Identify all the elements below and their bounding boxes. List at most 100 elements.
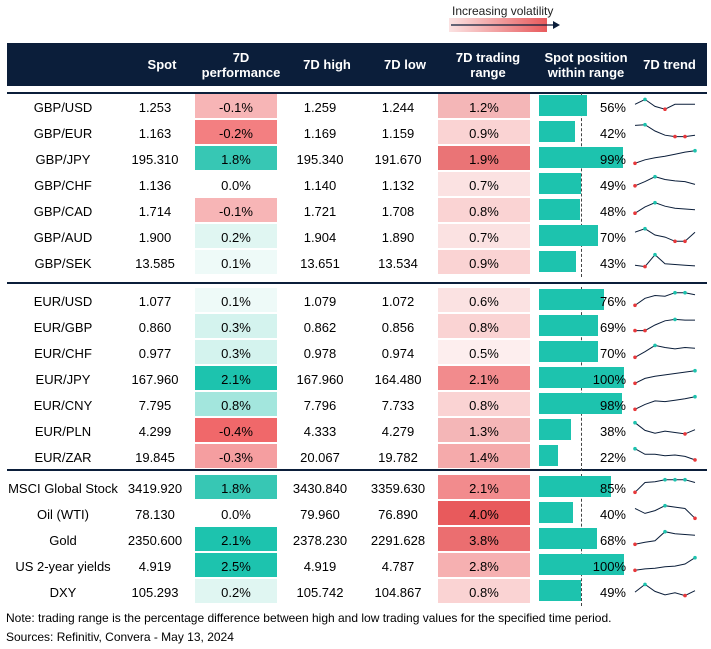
trend-low-marker [643, 264, 647, 269]
spot-value: 167.960 [131, 372, 179, 387]
range-value: 4.0% [469, 507, 499, 522]
high-value: 1.259 [303, 100, 337, 115]
range-value: 0.8% [469, 204, 499, 219]
spot-value: 1.163 [138, 126, 172, 141]
position-value: 43% [599, 256, 626, 271]
trend-line [634, 583, 696, 597]
range-value: 0.9% [469, 256, 499, 271]
high-value: 79.960 [300, 507, 340, 522]
spot-value: 13.585 [135, 256, 175, 271]
row-label: EUR/USD [33, 294, 93, 309]
trend-line [634, 422, 696, 435]
row-label: EUR/CHF [34, 346, 92, 361]
trend-sparkline [633, 420, 696, 436]
range-heat-cell [438, 392, 530, 416]
high-value: 7.796 [303, 398, 337, 413]
header-7d-trading-range: 7D trading range [455, 49, 521, 80]
position-bar [539, 315, 598, 336]
range-heat-cell [438, 501, 530, 525]
trend-sparkline [634, 582, 696, 598]
trend-high-marker [663, 477, 667, 482]
range-heat-cell [438, 527, 530, 551]
row-label: EUR/GBP [33, 320, 93, 335]
low-value: 0.856 [381, 320, 415, 335]
trend-line [634, 202, 696, 214]
range-heat-cell [438, 146, 530, 170]
trend-high-marker [643, 226, 647, 231]
low-value: 2291.628 [370, 533, 426, 548]
trend-low-marker [673, 134, 677, 139]
performance-value: -0.2% [219, 126, 253, 141]
low-value: 104.867 [374, 585, 422, 600]
position-bar [539, 476, 611, 497]
performance-value: 0.0% [221, 178, 251, 193]
position-bar [539, 173, 581, 194]
performance-heat-cell [195, 444, 277, 468]
row-label: GBP/USD [33, 100, 93, 115]
row-label: EUR/ZAR [34, 450, 92, 465]
performance-value: 0.2% [221, 585, 251, 600]
range-value: 0.7% [469, 178, 499, 193]
range-heat-cell [438, 224, 530, 248]
header-7d-performance: 7D performance [201, 49, 281, 80]
trend-sparkline [634, 122, 696, 139]
range-value: 0.8% [469, 585, 499, 600]
trend-line [634, 124, 696, 138]
position-bar [539, 121, 575, 142]
trend-low-marker [633, 407, 637, 412]
low-value: 4.279 [381, 424, 415, 439]
trend-line [634, 150, 696, 164]
trend-sparkline [633, 317, 695, 333]
position-value: 40% [599, 507, 626, 522]
high-value: 4.333 [303, 424, 337, 439]
position-value: 70% [599, 346, 626, 361]
spot-value: 7.795 [138, 398, 172, 413]
trend-sparkline [634, 97, 695, 111]
performance-value: 0.8% [221, 398, 251, 413]
performance-heat-cell [195, 94, 277, 118]
spot-value: 19.845 [135, 450, 175, 465]
trend-low-marker [673, 239, 677, 244]
trend-high-marker [653, 200, 657, 205]
high-value: 1.140 [303, 178, 337, 193]
range-value: 0.8% [469, 320, 499, 335]
group-separator [7, 92, 707, 94]
trend-low-marker [633, 542, 637, 547]
group-separator [7, 282, 707, 284]
low-value: 1.708 [381, 204, 415, 219]
row-label: EUR/CNY [33, 398, 93, 413]
range-value: 2.1% [469, 481, 499, 496]
trend-low-marker [693, 458, 697, 462]
trend-sparkline [633, 368, 697, 386]
range-value: 2.8% [469, 559, 499, 574]
position-value: 49% [599, 585, 626, 600]
trend-line [634, 344, 696, 358]
position-bar [539, 199, 580, 220]
low-value: 13.534 [378, 256, 418, 271]
performance-heat-cell [195, 146, 277, 170]
performance-heat-cell [195, 340, 277, 364]
trend-sparkline [633, 200, 696, 215]
performance-value: 0.2% [221, 230, 251, 245]
spot-value: 78.130 [135, 507, 175, 522]
range-value: 0.8% [469, 398, 499, 413]
performance-value: 0.1% [221, 256, 251, 271]
range-value: 2.1% [469, 372, 499, 387]
high-value: 195.340 [296, 152, 344, 167]
row-label: GBP/CHF [34, 178, 92, 193]
trend-low-marker [633, 355, 637, 360]
spot-value: 4.919 [138, 559, 172, 574]
performance-value: 0.1% [221, 294, 251, 309]
trend-low-marker [633, 381, 637, 386]
trend-sparkline [633, 477, 696, 495]
position-bar [539, 341, 598, 362]
trend-low-marker [633, 161, 637, 166]
position-bar [539, 251, 576, 272]
trend-high-marker [663, 529, 667, 534]
trend-sparkline [633, 343, 696, 360]
range-heat-cell [438, 418, 530, 442]
position-bar [539, 419, 571, 440]
position-bar [539, 289, 604, 310]
trend-low-marker [683, 432, 687, 436]
